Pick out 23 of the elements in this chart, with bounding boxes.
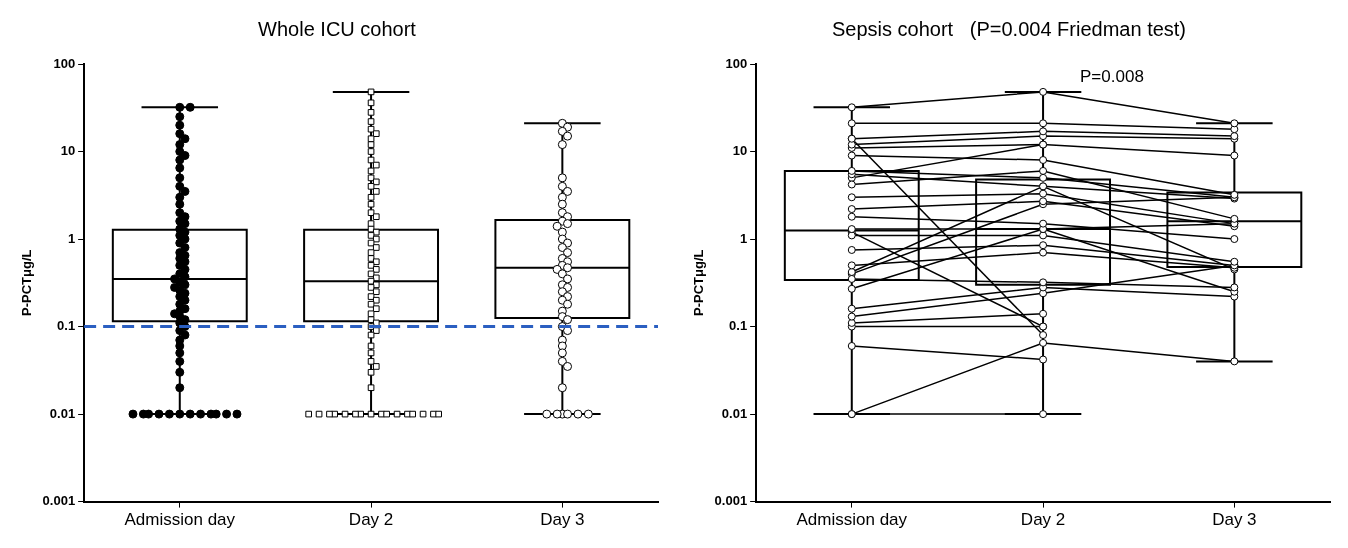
y-tick-label: 100: [725, 55, 748, 71]
x-tick-label: Day 3: [1212, 510, 1257, 530]
y-axis-title: P-PCTμg/L: [691, 249, 707, 317]
y-tick-label: 0.001: [42, 493, 76, 509]
x-tick-label: Admission day: [124, 510, 236, 530]
annotation: P=0.008: [1080, 67, 1144, 86]
x-tick-label: Admission day: [796, 510, 908, 530]
y-tick-label: 10: [732, 143, 748, 159]
y-tick-label: 0.01: [721, 405, 748, 421]
y-tick-label: 1: [739, 230, 748, 246]
y-tick-label: 0.1: [729, 318, 748, 334]
y-tick-label: 10: [60, 143, 76, 159]
x-tick-label: Day 2: [1020, 510, 1066, 530]
y-tick-label: 0.01: [49, 405, 76, 421]
y-tick-label: 0.001: [714, 493, 748, 509]
x-tick-label: Day 3: [540, 510, 585, 530]
x-tick-label: Day 2: [348, 510, 394, 530]
y-tick-label: 0.1: [57, 318, 76, 334]
chart-title: Whole ICU cohort: [258, 17, 417, 40]
chart-title: Sepsis cohort (P=0.004 Friedman test): [831, 17, 1187, 40]
y-tick-label: 100: [53, 55, 76, 71]
y-tick-label: 1: [67, 230, 76, 246]
y-axis-title: P-PCTμg/L: [19, 249, 35, 317]
